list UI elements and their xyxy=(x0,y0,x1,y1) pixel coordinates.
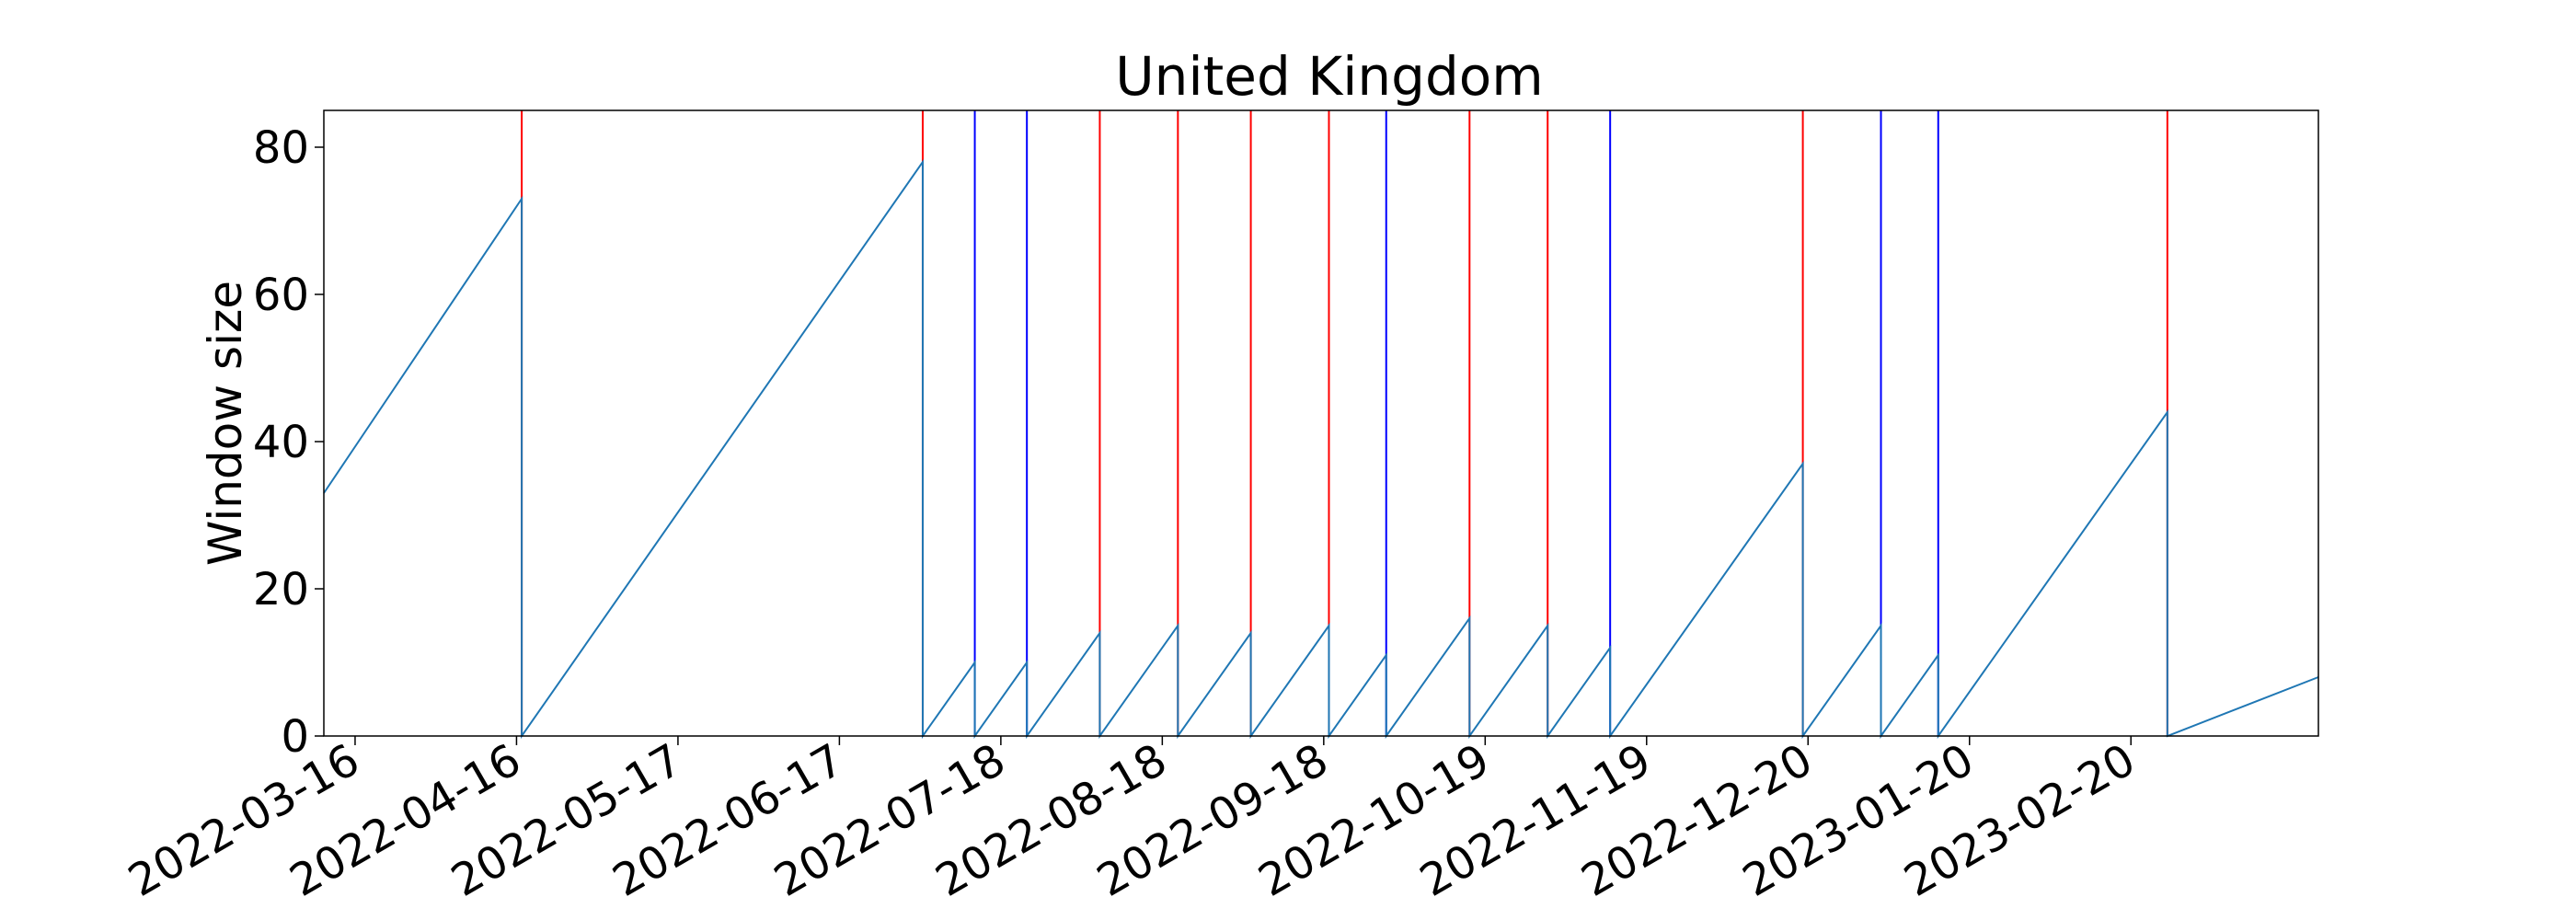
series-line xyxy=(323,158,2319,740)
plot-frame xyxy=(323,109,2319,737)
y-tick-label: 60 xyxy=(253,270,309,321)
y-axis-label: Window size xyxy=(199,281,252,566)
y-tick-label: 20 xyxy=(253,564,309,615)
y-axis: 0 20 40 60 80 xyxy=(253,122,324,763)
series-group xyxy=(323,158,2319,740)
y-tick-label: 0 xyxy=(281,711,309,763)
chart-title: United Kingdom xyxy=(1115,45,1544,108)
y-tick-label: 80 xyxy=(253,122,309,174)
y-tick-label: 40 xyxy=(253,417,309,468)
